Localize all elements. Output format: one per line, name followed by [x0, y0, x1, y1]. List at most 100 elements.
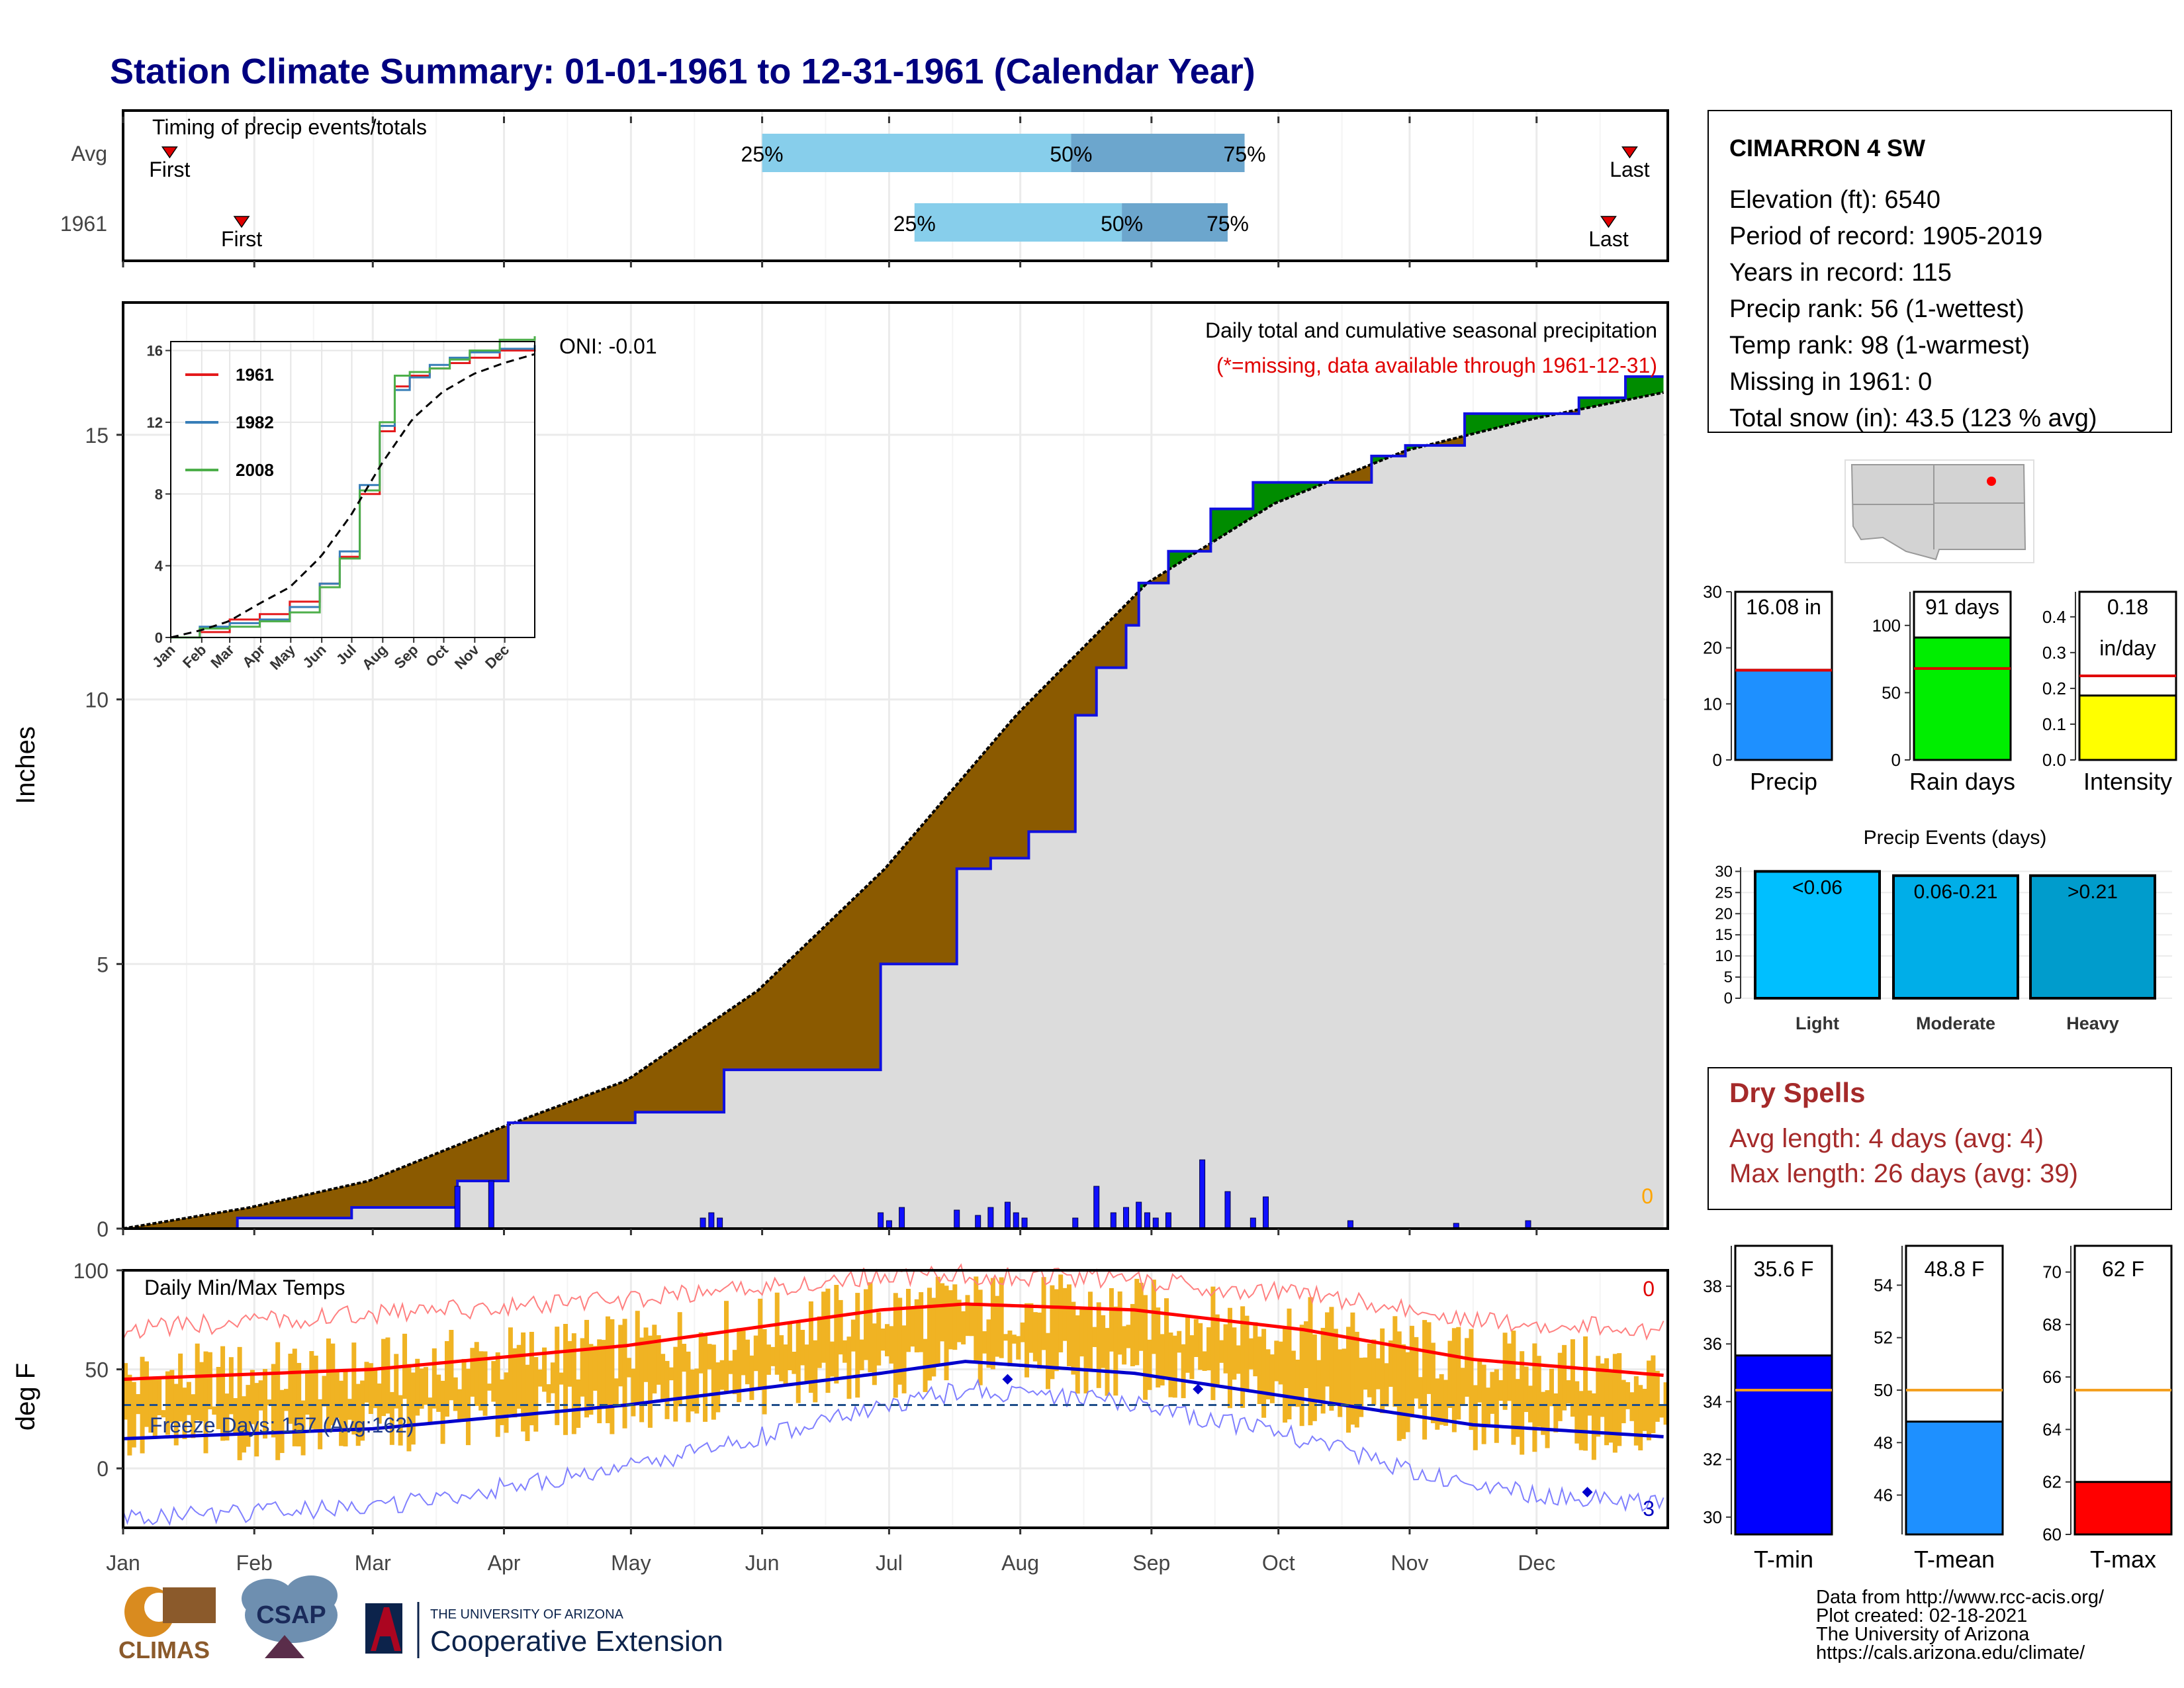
month-label: Dec [1518, 1551, 1555, 1575]
daily-temp-bar [571, 1333, 576, 1434]
daily-temp-bar [952, 1284, 958, 1350]
daily-temp-bar [1240, 1306, 1246, 1408]
daily-temp-bar [1066, 1284, 1071, 1367]
daily-temp-bar [1329, 1307, 1334, 1411]
temp-bar-tick-label: 34 [1703, 1391, 1722, 1411]
daily-temp-bar [605, 1316, 610, 1423]
record-marker [1002, 1374, 1013, 1385]
daily-temp-bar [592, 1346, 598, 1391]
daily-temp-bar [304, 1372, 310, 1415]
daily-temp-bar [1046, 1333, 1050, 1389]
daily-temp-bar [1536, 1356, 1541, 1427]
daily-temp-bar [724, 1301, 729, 1394]
precip-y-tick-label: 0 [97, 1217, 109, 1241]
month-label: Jun [745, 1551, 780, 1575]
first-event-label: First [149, 158, 190, 181]
daily-temp-bar [1371, 1339, 1377, 1405]
daily-temp-bar [1663, 1382, 1668, 1425]
daily-temp-bar [796, 1320, 801, 1403]
daily-temp-bar [432, 1348, 437, 1409]
daily-temp-bar [271, 1364, 276, 1438]
daily-temp-bar [868, 1282, 873, 1372]
summary-bar-label: Rain days [1909, 768, 2015, 795]
daily-temp-bar [1490, 1372, 1495, 1414]
daily-temp-bar [694, 1368, 700, 1414]
obs-cumulative-line [123, 375, 1664, 1230]
daily-temp-bar [1486, 1387, 1491, 1425]
daily-temp-bar [275, 1342, 281, 1460]
record-marker [1582, 1487, 1593, 1498]
daily-temp-bar [927, 1288, 932, 1381]
daily-temp-bar [919, 1292, 924, 1352]
daily-temp-bar [1126, 1325, 1131, 1348]
daily-temp-bar [1016, 1336, 1021, 1360]
first-event-marker [233, 216, 250, 228]
daily-temp-bar [415, 1358, 420, 1416]
daily-temp-bar [1308, 1297, 1313, 1426]
temp-chart-title: Daily Min/Max Temps [144, 1276, 345, 1299]
summary-tick-label: 0 [1891, 750, 1901, 770]
daily-temp-bar [1134, 1278, 1140, 1366]
daily-temp-bar [944, 1286, 949, 1381]
temp-bar-tick-label: 64 [2042, 1419, 2062, 1439]
daily-temp-bar [715, 1362, 721, 1413]
temp-bar-tick-label: 38 [1703, 1276, 1722, 1296]
daily-temp-bar [453, 1377, 458, 1411]
daily-temp-bar [982, 1331, 987, 1354]
daily-temp-bar [961, 1311, 966, 1344]
daily-temp-bar [576, 1379, 581, 1428]
events-bar-light [1754, 870, 1881, 1000]
summary-value-label: 0.18 [2107, 595, 2148, 619]
daily-temp-bar [1075, 1315, 1080, 1394]
daily-temp-bar [550, 1362, 555, 1393]
station-info-line: Elevation (ft): 6540 [1729, 186, 1940, 214]
daily-temp-bar [521, 1332, 526, 1432]
daily-temp-bar [910, 1307, 915, 1347]
avg-cumulative-line [122, 391, 1664, 1230]
record-marker [1193, 1383, 1204, 1395]
climas-logo: CLIMAS [118, 1587, 216, 1664]
daily-temp-bar [1028, 1303, 1034, 1353]
daily-temp-bar [1092, 1327, 1097, 1347]
daily-temp-bar [1617, 1353, 1622, 1446]
daily-temp-bar [1477, 1359, 1482, 1403]
temp-bar-tick-label: 50 [1874, 1380, 1893, 1400]
daily-temp-bar [1011, 1335, 1017, 1344]
daily-temp-bar [343, 1371, 348, 1447]
daily-temp-bar [1269, 1354, 1275, 1403]
daily-temp-bar [1541, 1391, 1546, 1435]
month-label: Jul [876, 1551, 903, 1575]
daily-temp-bar [753, 1335, 758, 1372]
daily-temp-bar [398, 1395, 403, 1446]
events-bar-heavy [2029, 874, 2156, 1000]
summary-tick-label: 0.4 [2042, 607, 2066, 627]
inset-legend-label: 1982 [236, 412, 274, 432]
timing-row-label-1961: 1961 [60, 212, 107, 236]
station-info-line: Total snow (in): 43.5 (123 % avg) [1729, 404, 2097, 432]
daily-temp-bar [246, 1385, 251, 1447]
daily-temp-bar [1562, 1344, 1567, 1411]
daily-temp-bar [1354, 1331, 1359, 1428]
daily-temp-bar [237, 1346, 242, 1460]
daily-precip-bar [1136, 1201, 1142, 1229]
daily-temp-bar [1160, 1334, 1165, 1385]
station-info-line: Temp rank: 98 (1-warmest) [1729, 332, 2030, 359]
record-min-line [122, 1378, 1664, 1526]
daily-temp-bar [682, 1344, 687, 1372]
daily-temp-bar [283, 1389, 289, 1411]
station-location-dot [1987, 477, 1996, 486]
daily-temp-bar [381, 1338, 387, 1417]
daily-temp-bar [1227, 1307, 1232, 1409]
daily-temp-bar [1625, 1382, 1631, 1409]
daily-temp-bar [525, 1364, 530, 1441]
daily-temp-bar [1261, 1329, 1267, 1418]
daily-temp-bar [935, 1276, 940, 1365]
month-axis: Jan Feb Mar Apr May Jun Jul Aug Sep Oct Nov Dec [106, 117, 1555, 1575]
events-tick-label: 20 [1715, 905, 1733, 923]
daily-temp-bar [1202, 1351, 1207, 1372]
timing-quantile-label: 50% [1101, 212, 1143, 236]
footer: CLIMAS CSAP THE UNIVERSITY OF ARIZONA Co… [118, 1575, 2105, 1664]
daily-temp-bar [1498, 1380, 1504, 1401]
daily-temp-bar [318, 1399, 323, 1450]
daily-temp-bar [1210, 1286, 1216, 1401]
